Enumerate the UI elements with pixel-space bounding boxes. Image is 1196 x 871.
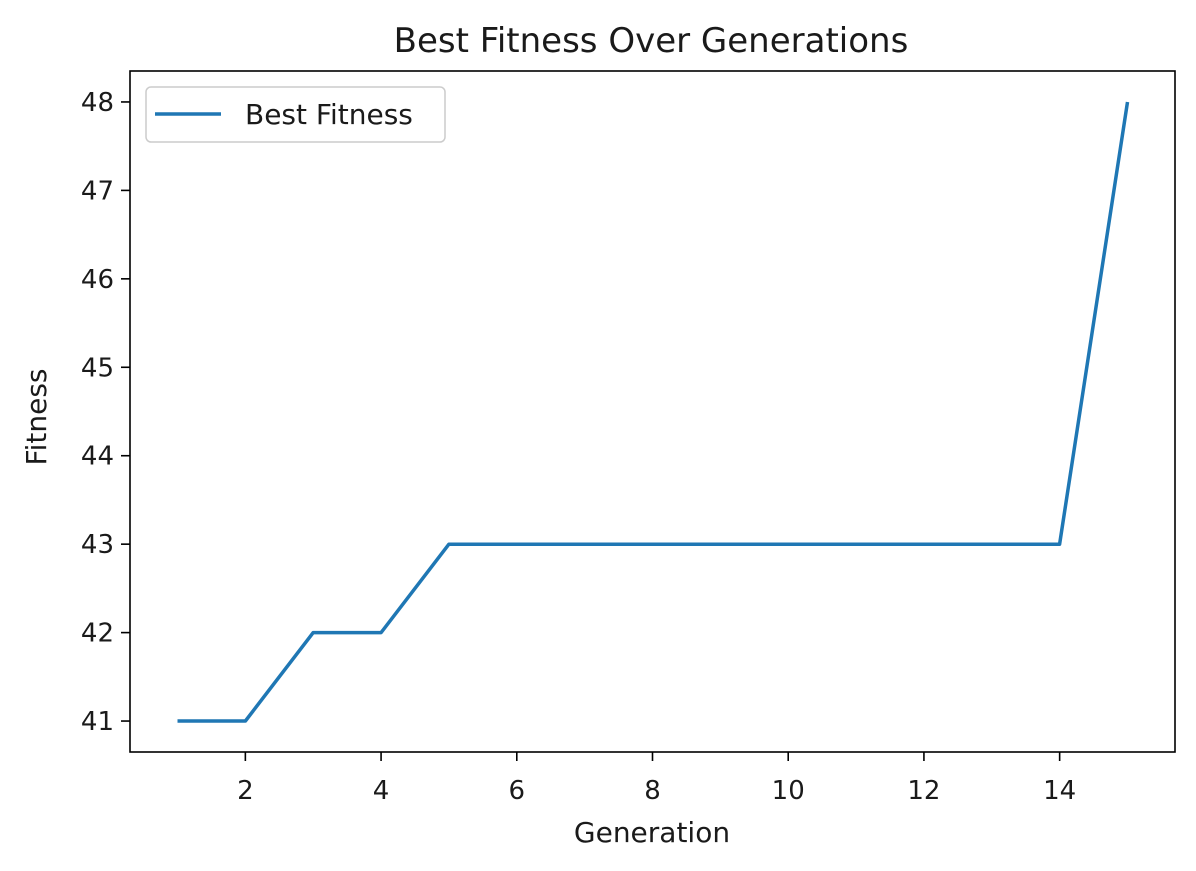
legend: Best Fitness (145, 86, 446, 143)
x-tick-label: 2 (237, 776, 254, 806)
y-axis: 41 42 43 44 45 46 47 48 (81, 88, 130, 737)
legend-label: Best Fitness (245, 98, 413, 131)
x-tick-label: 10 (772, 776, 805, 806)
y-tick-label: 43 (81, 530, 114, 560)
x-tick-label: 14 (1043, 776, 1076, 806)
legend-box (145, 86, 446, 143)
y-tick-label: 41 (81, 707, 114, 737)
y-tick-label: 47 (81, 176, 114, 206)
y-tick-label: 42 (81, 619, 114, 649)
series-layer (177, 101, 1130, 723)
x-tick-label: 4 (373, 776, 390, 806)
x-axis: 2 4 6 8 10 12 14 (237, 752, 1076, 806)
y-tick-label: 46 (81, 265, 114, 295)
x-axis-label: Generation (574, 816, 730, 849)
x-tick-label: 12 (907, 776, 940, 806)
x-tick-label: 8 (644, 776, 661, 806)
y-tick-label: 48 (81, 88, 114, 118)
y-axis-label: Fitness (20, 369, 53, 466)
y-tick-label: 44 (81, 442, 114, 472)
y-tick-label: 45 (81, 353, 114, 383)
chart-title: Best Fitness Over Generations (394, 21, 909, 61)
series-line-best-fitness (177, 101, 1130, 723)
plot-area (129, 70, 1176, 753)
x-tick-label: 6 (509, 776, 526, 806)
